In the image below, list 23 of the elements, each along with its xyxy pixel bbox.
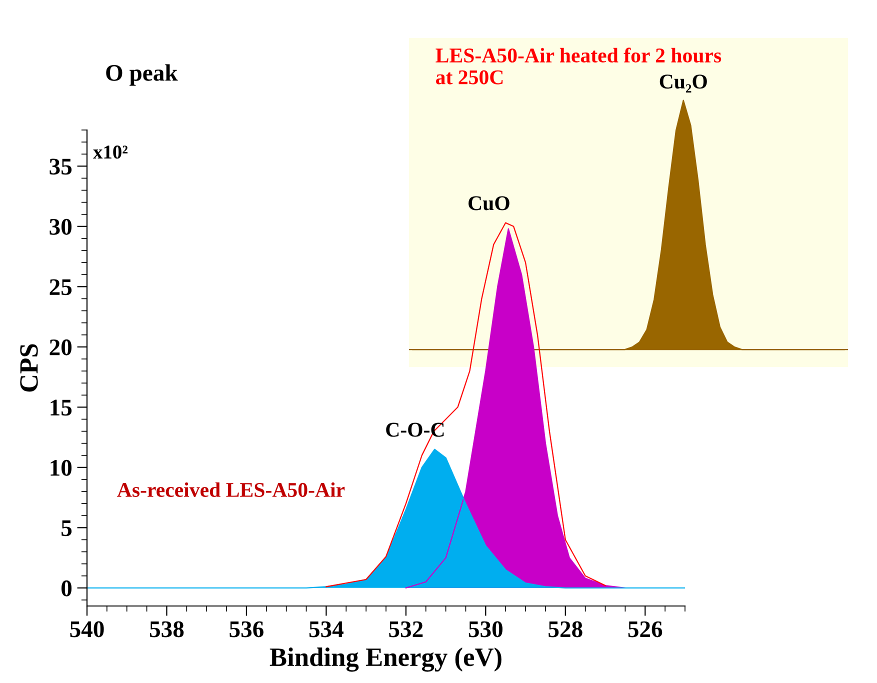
annotation: x10² (93, 146, 128, 159)
y-tick-label: 35 (50, 158, 72, 175)
y-tick-label: 15 (50, 400, 72, 416)
x-tick-label: 532 (389, 621, 423, 638)
x-tick-label: 534 (309, 621, 344, 638)
y-axis-title: CPS (20, 344, 38, 392)
chart-title: O peak (106, 64, 178, 86)
x-tick-label: 538 (150, 621, 184, 638)
y-tick-label: 10 (50, 460, 72, 476)
y-tick-label: 25 (50, 279, 72, 296)
annotation: CuO (468, 196, 510, 210)
x-axis-title: Binding Energy (eV) (270, 648, 502, 672)
y-tick-label: 30 (50, 218, 72, 235)
x-tick-label: 540 (70, 621, 104, 638)
annotation: As-received LES-A50-Air (117, 482, 345, 497)
y-tick-label: 5 (62, 520, 72, 536)
x-tick-label: 528 (548, 621, 582, 638)
x-tick-label: 530 (468, 621, 502, 638)
y-tick-label: 0 (62, 580, 72, 596)
x-tick-label: 536 (230, 621, 264, 638)
x-tick-label: 526 (628, 621, 662, 638)
y-tick-label: 20 (50, 339, 72, 356)
text: Cu₂O (660, 74, 707, 93)
